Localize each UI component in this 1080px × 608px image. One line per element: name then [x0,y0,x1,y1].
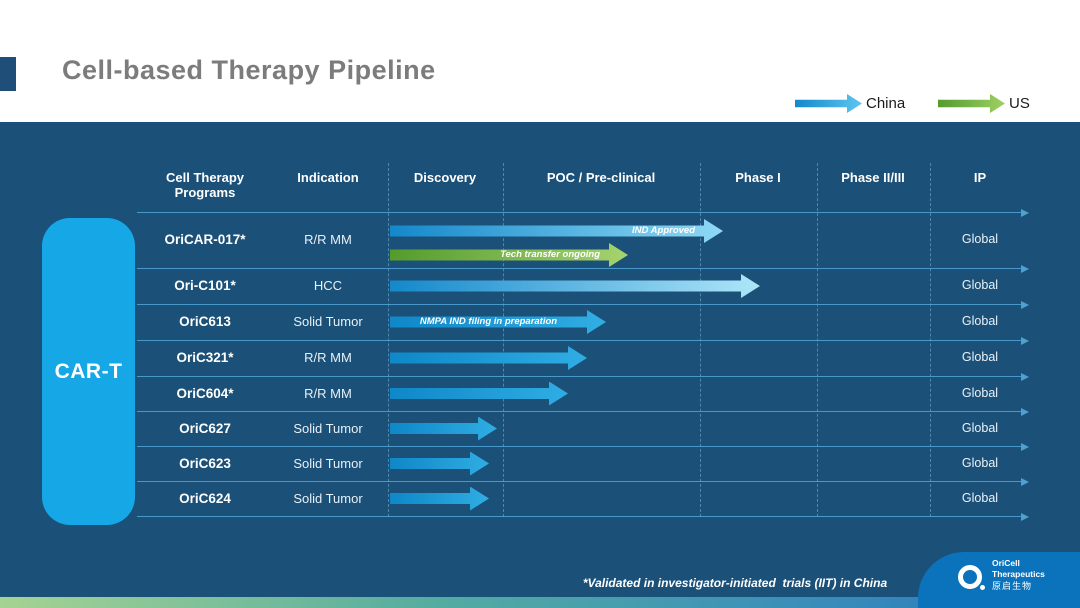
ip-label: Global [961,232,999,246]
ip-label: Global [961,314,999,328]
program-label: OriC604* [176,385,234,401]
cart-group-box: CAR-T [42,218,135,525]
indication-label: Solid Tumor [293,314,363,329]
program-label: Ori-C101* [174,278,236,293]
ip-label: Global [961,455,999,470]
logo-text-chinese: 原启生物 [992,581,1033,591]
indication-label: Solid Tumor [293,490,363,506]
row-line-arrowhead-icon [1021,265,1029,273]
arrow-label: Tech transfer ongoing [500,249,600,260]
ip-label: Global [961,420,999,435]
program-label: OriC613 [179,314,231,329]
page-title: Cell-based Therapy Pipeline [62,55,436,85]
oricell-q-dot-icon [980,585,985,590]
legend-label: China [866,95,906,112]
program-label: OriC624 [179,490,231,506]
table-header-cell: POC / Pre-clinical [546,170,656,185]
arrow-label: IND Approved [632,225,695,236]
legend-arrow-us [938,94,1005,113]
table-header-cell: Phase II/III [841,170,905,185]
ip-label: Global [961,350,999,364]
program-label: OriCAR-017* [164,232,246,247]
row-line [137,304,1021,305]
row-line [137,481,1021,482]
table-header-cell: Cell Therapy Programs [165,170,245,200]
ip-label: Global [961,278,999,292]
table-header-cell: Phase I [735,170,781,185]
row-line [137,411,1021,412]
row-line-arrowhead-icon [1021,478,1029,486]
row-line-arrowhead-icon [1021,373,1029,381]
row-line [137,446,1021,447]
footer-gradient-strip [0,597,1080,608]
program-label: OriC321* [176,350,234,365]
row-line-arrowhead-icon [1021,513,1029,521]
row-line-arrowhead-icon [1021,443,1029,451]
row-line [137,212,1021,213]
indication-label: HCC [313,278,343,293]
program-label: OriC623 [179,455,231,471]
ip-label: Global [961,490,999,505]
oricell-q-ring-icon [958,565,982,589]
row-line-arrowhead-icon [1021,301,1029,309]
indication-label: R/R MM [304,350,352,365]
indication-label: R/R MM [304,385,352,401]
row-line [137,268,1021,269]
indication-label: Solid Tumor [293,420,363,436]
row-line [137,376,1021,377]
row-line-arrowhead-icon [1021,337,1029,345]
legend-label: US [1009,95,1030,112]
table-header-cell: IP [973,170,987,185]
indication-label: Solid Tumor [293,455,363,471]
table-header-cell: Discovery [413,170,477,185]
table-header-cell: Indication [297,170,359,185]
row-line-arrowhead-icon [1021,408,1029,416]
indication-label: R/R MM [304,232,352,247]
arrow-label: NMPA IND filing in preparation [419,316,558,327]
program-label: OriC627 [179,420,231,436]
legend-arrow-china [795,94,862,113]
logo-text-therapeutics: Therapeutics [992,569,1045,579]
footnote: *Validated in investigator-initiated tri… [582,576,888,590]
ip-label: Global [961,385,999,400]
row-line-arrowhead-icon [1021,209,1029,217]
footer-logo-shape: OriCell Therapeutics 原启生物 [918,552,1080,608]
title-accent-bar [0,57,16,91]
cart-group-label: CAR-T [54,360,123,383]
row-line [137,516,1021,517]
logo-text-oricell: OriCell [992,558,1020,568]
row-line [137,340,1021,341]
